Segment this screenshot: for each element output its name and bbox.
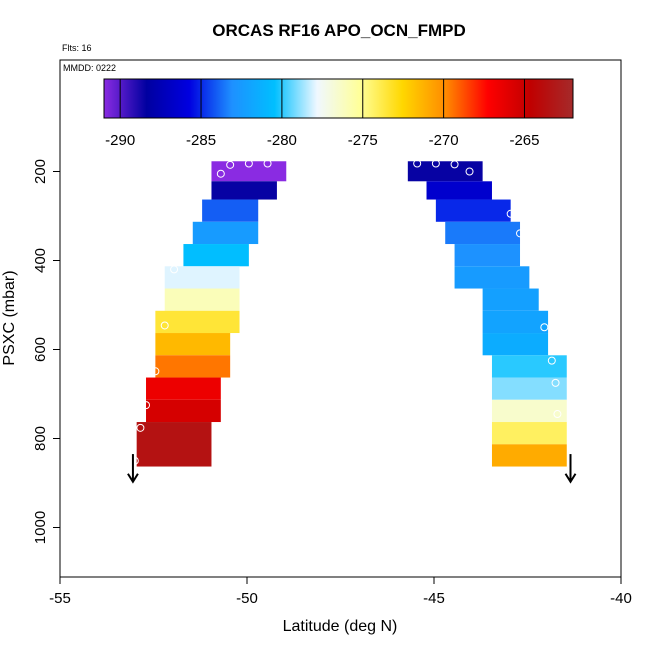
observation-point xyxy=(244,159,253,168)
observation-point xyxy=(506,209,515,218)
heatmap-cell xyxy=(445,221,521,245)
x-tick-label: -40 xyxy=(610,590,632,607)
heatmap-cell xyxy=(407,161,483,182)
y-axis-label: PSXC (mbar) xyxy=(1,270,18,365)
heatmap-cell xyxy=(192,221,259,245)
colorbar-tick-label: -270 xyxy=(429,132,459,149)
heatmap-cell xyxy=(482,333,549,356)
heatmap-cell xyxy=(454,244,521,267)
heatmap-cell xyxy=(146,377,221,400)
plot-frame xyxy=(59,59,622,578)
observation-point xyxy=(170,265,179,274)
observation-point xyxy=(226,160,235,169)
heatmap-cell xyxy=(183,244,249,267)
heatmap-cell xyxy=(146,399,221,423)
observation-point xyxy=(160,321,169,330)
x-axis-label: Latitude (deg N) xyxy=(283,618,398,635)
heatmap-cell xyxy=(426,181,492,200)
colorbar: -290 -285 -280 -275 -270 -265 xyxy=(103,78,574,149)
observation-point xyxy=(151,367,160,376)
observation-point xyxy=(465,167,474,176)
heatmap-cell xyxy=(164,288,240,311)
observation-point xyxy=(263,159,272,168)
heatmap-cell xyxy=(164,266,240,289)
heatmap-cell xyxy=(491,444,567,467)
x-tick-label: -50 xyxy=(236,590,258,607)
heatmap-cell xyxy=(202,199,259,222)
observation-points xyxy=(130,159,562,465)
observation-point xyxy=(142,401,151,410)
heatmap-cell xyxy=(155,333,231,356)
heatmap-cell xyxy=(491,399,567,423)
colorbar-tick-label: -280 xyxy=(267,132,297,149)
direction-arrows xyxy=(127,454,577,484)
heatmap-cell xyxy=(155,355,231,378)
heatmap-cells xyxy=(136,161,567,467)
observation-point xyxy=(547,356,556,365)
heatmap-cell xyxy=(491,422,567,445)
heatmap-cell xyxy=(482,310,549,334)
flights-label: Flts: 16 xyxy=(62,43,92,53)
direction-arrow-head xyxy=(127,473,139,484)
colorbar-tick-label: -285 xyxy=(186,132,216,149)
observation-point xyxy=(130,456,139,465)
observation-point xyxy=(136,423,145,432)
heatmap-cell xyxy=(482,288,539,311)
chart-title: ORCAS RF16 APO_OCN_FMPD xyxy=(212,21,465,40)
mmdd-label: MMDD: 0222 xyxy=(63,63,116,73)
colorbar-tick-label: -275 xyxy=(348,132,378,149)
x-tick-label: -45 xyxy=(423,590,445,607)
heatmap-cell xyxy=(211,161,287,182)
y-tick-label: 200 xyxy=(32,159,49,184)
heatmap-cell xyxy=(136,422,212,467)
heatmap-cell xyxy=(454,266,530,289)
heatmap-cell xyxy=(491,355,567,378)
heatmap-cell xyxy=(491,377,567,400)
colorbar-tick-label: -265 xyxy=(509,132,539,149)
heatmap-cell xyxy=(155,310,240,334)
y-tick-label: 600 xyxy=(32,337,49,362)
x-tick-label: -55 xyxy=(49,590,71,607)
observation-point xyxy=(551,378,560,387)
observation-point xyxy=(431,159,440,168)
observation-point xyxy=(216,169,225,178)
y-tick-label: 800 xyxy=(32,426,49,451)
y-tick-label: 400 xyxy=(32,248,49,273)
heatmap-cell xyxy=(435,199,511,222)
observation-point xyxy=(198,190,207,199)
observation-point xyxy=(413,159,422,168)
direction-arrow-head xyxy=(564,473,577,484)
heatmap-cell xyxy=(211,181,277,200)
colorbar-tick-label: -290 xyxy=(105,132,135,149)
observation-point xyxy=(540,323,549,332)
observation-point xyxy=(450,160,459,169)
colorbar-gradient xyxy=(103,78,574,119)
observation-point xyxy=(553,410,562,419)
y-tick-label: 1000 xyxy=(32,511,49,544)
observation-point xyxy=(516,229,525,238)
